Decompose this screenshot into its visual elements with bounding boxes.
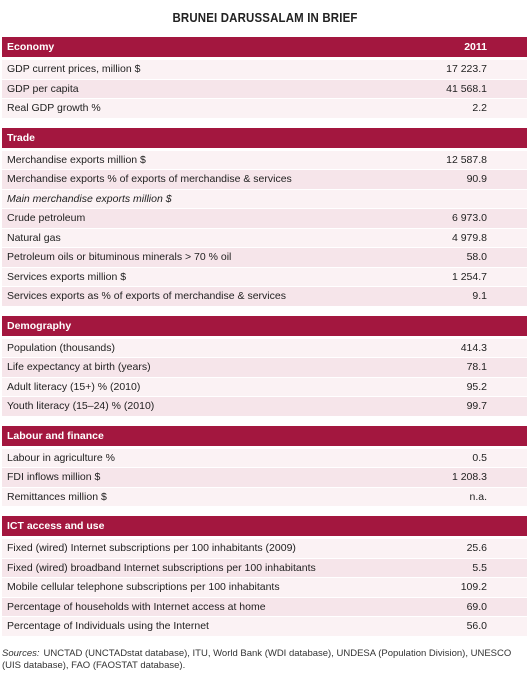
table-row: Life expectancy at birth (years) 78.1 bbox=[2, 358, 527, 377]
row-value: 0.5 bbox=[472, 451, 487, 464]
table-row: Labour in agriculture % 0.5 bbox=[2, 448, 527, 467]
section: Trade Merchandise exports million $ 12 587… bbox=[2, 127, 527, 306]
table-row: Mobile cellular telephone subscriptions … bbox=[2, 578, 527, 597]
row-label: Services exports million $ bbox=[7, 270, 127, 283]
row-value: 6 973.0 bbox=[451, 212, 487, 225]
table-row: GDP current prices, million $ 17 223.7 bbox=[2, 60, 527, 79]
section-header: ICT access and use bbox=[2, 516, 527, 536]
section-rows: Population (thousands) 414.3 Life expectan… bbox=[2, 338, 527, 416]
row-value: 4 979.8 bbox=[451, 231, 487, 244]
table-row: Merchandise exports % of exports of merc… bbox=[2, 170, 527, 189]
row-label: Crude petroleum bbox=[7, 212, 86, 225]
row-value: 41 568.1 bbox=[446, 82, 487, 95]
row-label: Adult literacy (15+) % (2010) bbox=[7, 380, 141, 393]
title: BRUNEI DARUSSALAM IN BRIEF bbox=[172, 10, 358, 25]
row-label: Petroleum oils or bituminous minerals > … bbox=[7, 251, 232, 264]
row-value: 25.6 bbox=[466, 542, 487, 555]
row-value: 58.0 bbox=[466, 251, 487, 264]
section-rows: Labour in agriculture % 0.5 FDI inflows mi… bbox=[2, 448, 527, 506]
row-value: 17 223.7 bbox=[446, 63, 487, 76]
row-value: 1 254.7 bbox=[451, 270, 487, 283]
row-label: Life expectancy at birth (years) bbox=[7, 361, 151, 374]
section-header: Economy 2011 bbox=[2, 37, 527, 57]
row-value: 1 208.3 bbox=[451, 471, 487, 484]
row-value: 5.5 bbox=[472, 561, 487, 574]
row-label: Services exports as % of exports of merc… bbox=[7, 290, 286, 303]
section: Demography Population (thousands) 414.3 Lif… bbox=[2, 315, 527, 416]
table-row: Merchandise exports million $ 12 587.8 bbox=[2, 150, 527, 169]
table-row: FDI inflows million $ 1 208.3 bbox=[2, 468, 527, 487]
row-label: Population (thousands) bbox=[7, 341, 115, 354]
row-label: Remittances million $ bbox=[7, 490, 107, 503]
table-row: Natural gas 4 979.8 bbox=[2, 228, 527, 247]
table-row: Youth literacy (15–24) % (2010) 99.7 bbox=[2, 397, 527, 416]
row-label: GDP per capita bbox=[7, 82, 79, 95]
table-row: Petroleum oils or bituminous minerals > … bbox=[2, 248, 527, 267]
row-value: 78.1 bbox=[466, 361, 487, 374]
row-value: 90.9 bbox=[466, 173, 487, 186]
row-label: Fixed (wired) broadband Internet subscri… bbox=[7, 561, 316, 574]
row-label: Labour in agriculture % bbox=[7, 451, 115, 464]
sources-label: Sources: bbox=[2, 648, 40, 659]
row-value: 109.2 bbox=[460, 581, 487, 594]
table-row: Percentage of households with Internet a… bbox=[2, 597, 527, 616]
section-rows: Fixed (wired) Internet subscriptions per… bbox=[2, 539, 527, 636]
table-row: Services exports as % of exports of merc… bbox=[2, 287, 527, 306]
table-row: Real GDP growth % 2.2 bbox=[2, 99, 527, 118]
table-row: Fixed (wired) Internet subscriptions per… bbox=[2, 539, 527, 558]
section-rows: Merchandise exports million $12 587.8 Mer… bbox=[2, 150, 527, 306]
row-subheading: Main merchandise exports million $ bbox=[7, 192, 172, 205]
table-row: Population (thousands) 414.3 bbox=[2, 338, 527, 357]
row-label: Merchandise exports million $ bbox=[7, 153, 146, 166]
row-value: 95.2 bbox=[466, 380, 487, 393]
row-value: 56.0 bbox=[466, 620, 487, 633]
row-label: Mobile cellular telephone subscriptions … bbox=[7, 581, 280, 594]
row-label: GDP current prices, million $ bbox=[7, 63, 141, 76]
table-row: GDP per capita 41 568.1 bbox=[2, 79, 527, 98]
row-value: 99.7 bbox=[466, 400, 487, 413]
row-label: Merchandise exports % of exports of merc… bbox=[7, 173, 292, 186]
year-header: 2011 bbox=[464, 41, 487, 53]
section-header: Trade bbox=[2, 127, 527, 148]
sources-text: UNCTAD (UNCTADstat database), ITU, World… bbox=[2, 648, 512, 671]
row-value: 414.3 bbox=[460, 341, 487, 354]
section-rows: GDP current prices, million $17 223.7 GDP… bbox=[2, 60, 527, 118]
row-label: Percentage of Individuals using the Inte… bbox=[7, 620, 209, 633]
row-value: 2.2 bbox=[472, 102, 487, 115]
section-header: Demography bbox=[2, 315, 527, 336]
table-row: Adult literacy (15+) % (2010) 95.2 bbox=[2, 377, 527, 396]
table-row: Services exports million $ 1 254.7 bbox=[2, 267, 527, 286]
row-label: Youth literacy (15–24) % (2010) bbox=[7, 400, 155, 413]
row-label: Natural gas bbox=[7, 231, 61, 244]
section: Labour and finance Labour in agriculture … bbox=[2, 425, 527, 506]
section-title: Demography bbox=[7, 319, 72, 332]
row-label: Real GDP growth % bbox=[7, 102, 101, 115]
section: ICT access and use Fixed (wired) Internet… bbox=[2, 516, 527, 636]
row-value: n.a. bbox=[469, 490, 487, 503]
section-title: ICT access and use bbox=[7, 520, 105, 532]
table-row: Remittances million $ n.a. bbox=[2, 487, 527, 506]
table-row: Percentage of Individuals using the Inte… bbox=[2, 617, 527, 636]
table-row: Fixed (wired) broadband Internet subscri… bbox=[2, 558, 527, 577]
table: Economy 2011 GDP current prices, million $… bbox=[2, 37, 527, 646]
section: Economy 2011 GDP current prices, million $… bbox=[2, 37, 527, 118]
row-value: 69.0 bbox=[466, 600, 487, 613]
row-value: 12 587.8 bbox=[446, 153, 487, 166]
section-header: Labour and finance bbox=[2, 425, 527, 446]
table-row: Crude petroleum 6 973.0 bbox=[2, 209, 527, 228]
section-title: Labour and finance bbox=[7, 429, 104, 442]
sources: Sources: UNCTAD (UNCTADstat database), IT… bbox=[2, 648, 522, 672]
table-row: Main merchandise exports million $ bbox=[2, 189, 527, 208]
row-label: Percentage of households with Internet a… bbox=[7, 600, 266, 613]
row-value: 9.1 bbox=[472, 290, 487, 303]
section-title: Economy bbox=[7, 41, 55, 53]
row-label: Fixed (wired) Internet subscriptions per… bbox=[7, 542, 296, 555]
section-title: Trade bbox=[7, 131, 36, 144]
row-label: FDI inflows million $ bbox=[7, 471, 101, 484]
